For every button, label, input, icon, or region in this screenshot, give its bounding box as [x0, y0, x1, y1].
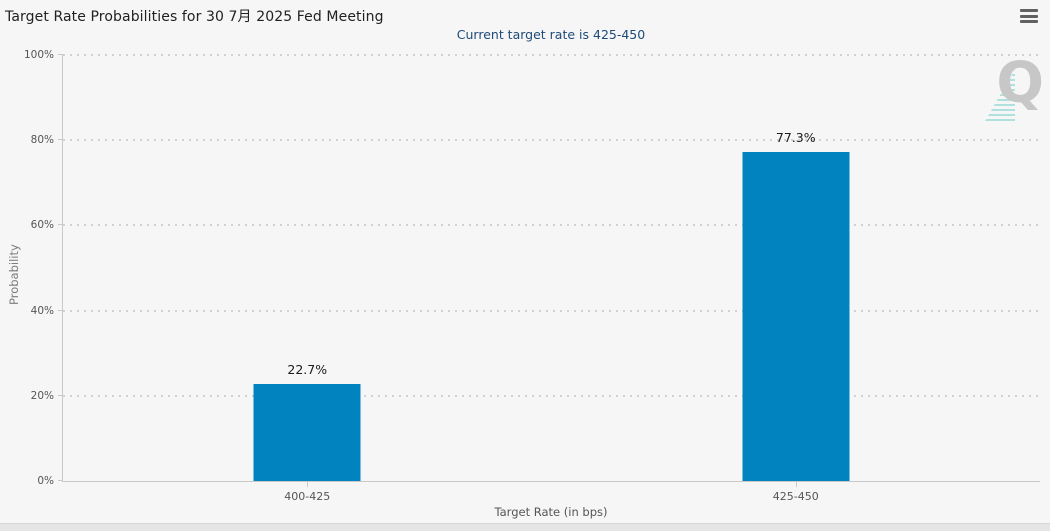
menu-bar [1020, 20, 1038, 23]
menu-bar [1020, 9, 1038, 12]
y-tick-mark [58, 224, 63, 226]
y-tick-label: 20% [30, 389, 54, 402]
menu-bar [1020, 14, 1038, 18]
y-tick-label: 0% [37, 475, 54, 487]
y-tick-mark [58, 139, 63, 141]
x-axis-title: Target Rate (in bps) [494, 505, 608, 519]
y-tick-label: 80% [30, 134, 54, 147]
bars-row: 22.7% 400-425 77.3% 425-450 [63, 55, 1041, 503]
hamburger-menu-icon[interactable] [1020, 8, 1038, 24]
chart-title: Target Rate Probabilities for 30 7月 2025… [5, 9, 384, 25]
gridline-20 [63, 394, 1040, 397]
gridline-100 [63, 54, 1040, 56]
footer-strip [0, 523, 1050, 531]
y-tick-mark [58, 54, 63, 55]
y-tick-mark [58, 394, 63, 396]
y-tick-label: 40% [30, 304, 54, 317]
y-tick-mark [58, 480, 63, 481]
gridline-60 [63, 224, 1040, 227]
x-tick-label: 400-425 [284, 490, 331, 503]
current-target-rate-subtitle: Current target rate is 425-450 [456, 27, 646, 42]
y-tick-label: 100% [23, 49, 54, 61]
probability-bar-400-425[interactable] [253, 384, 361, 481]
probability-bar-425-450[interactable] [742, 151, 850, 481]
y-tick-mark [58, 309, 63, 311]
bar-slot-400-425: 22.7% 400-425 [63, 55, 552, 503]
gridline-80 [63, 139, 1040, 142]
bar-slot-425-450: 77.3% 425-450 [552, 55, 1041, 503]
bar-value-label: 77.3% [775, 129, 816, 145]
x-tick-label: 425-450 [772, 490, 819, 503]
plot-area: 0% 20% 40% 60% 80% 100% 22.7% 400-425 77.3% 425-… [24, 49, 1041, 503]
gridline-40 [63, 309, 1040, 312]
x-tick-mark [307, 482, 309, 487]
x-tick-mark [795, 482, 797, 487]
bar-value-label: 22.7% [287, 362, 328, 378]
y-axis-title: Probability [7, 244, 21, 306]
y-tick-label: 60% [30, 219, 54, 232]
